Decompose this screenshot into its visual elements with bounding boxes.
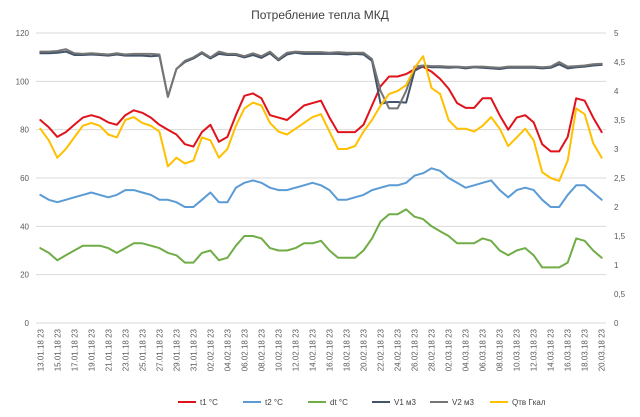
y-left-tick-label: 60 xyxy=(20,174,29,183)
series-line-1 xyxy=(39,167,603,208)
y-left-tick-label: 100 xyxy=(16,77,30,86)
x-tick-label: 27.01.18 23 xyxy=(155,328,164,371)
x-tick-label: 18.02.18 23 xyxy=(343,328,352,371)
legend: t1 °C t2 °C dt °C V1 м3 V2 м3 Qтв Гкал xyxy=(178,398,546,407)
y-right-tick-label: 2,5 xyxy=(614,174,626,183)
x-tick-label: 17.01.18 23 xyxy=(70,328,79,371)
x-tick-label: 16.03.18 23 xyxy=(564,328,573,371)
series-line-3 xyxy=(39,50,603,105)
y-left-tick-label: 80 xyxy=(20,126,29,135)
x-tick-label: 21.01.18 23 xyxy=(104,328,113,371)
x-axis: 13.01.18 23 15.01.18 23 17.01.18 23 19.01.1… xyxy=(36,328,606,371)
x-tick-label: 04.02.18 23 xyxy=(223,328,232,371)
y-left-tick-label: 0 xyxy=(25,319,30,328)
right-y-axis: 0 0,5 1 1,5 2 2,5 3 3,5 4 4,5 5 xyxy=(614,29,626,328)
y-left-tick-label: 20 xyxy=(20,271,29,280)
y-right-tick-label: 1,5 xyxy=(614,232,626,241)
x-tick-label: 28.02.18 23 xyxy=(428,328,437,371)
x-tick-label: 02.02.18 23 xyxy=(206,328,215,371)
chart-title: Потребление тепла МКД xyxy=(251,8,389,22)
x-tick-label: 06.03.18 23 xyxy=(479,328,488,371)
x-tick-label: 18.03.18 23 xyxy=(581,328,590,371)
x-tick-label: 31.01.18 23 xyxy=(189,328,198,371)
x-tick-label: 15.01.18 23 xyxy=(53,328,62,371)
x-tick-label: 08.02.18 23 xyxy=(257,328,266,371)
legend-label: Qтв Гкал xyxy=(512,398,546,407)
x-tick-label: 04.03.18 23 xyxy=(462,328,471,371)
series-line-0 xyxy=(39,65,603,153)
legend-label: dt °C xyxy=(330,398,348,407)
x-tick-label: 20.02.18 23 xyxy=(360,328,369,371)
x-tick-label: 13.01.18 23 xyxy=(36,328,45,371)
y-right-tick-label: 4 xyxy=(614,87,619,96)
x-tick-label: 06.02.18 23 xyxy=(240,328,249,371)
legend-label: t1 °C xyxy=(200,398,218,407)
y-right-tick-label: 0 xyxy=(614,319,619,328)
y-right-tick-label: 0,5 xyxy=(614,290,626,299)
x-tick-label: 08.03.18 23 xyxy=(496,328,505,371)
x-tick-label: 29.01.18 23 xyxy=(172,328,181,371)
x-tick-label: 14.03.18 23 xyxy=(547,328,556,371)
x-tick-label: 16.02.18 23 xyxy=(326,328,335,371)
x-tick-label: 22.02.18 23 xyxy=(377,328,386,371)
x-tick-label: 14.02.18 23 xyxy=(308,328,317,371)
x-tick-label: 25.01.18 23 xyxy=(138,328,147,371)
y-right-tick-label: 4,5 xyxy=(614,58,626,67)
series-line-5 xyxy=(39,55,603,182)
y-right-tick-label: 1 xyxy=(614,261,619,270)
x-tick-label: 26.02.18 23 xyxy=(411,328,420,371)
y-right-tick-label: 3,5 xyxy=(614,116,626,125)
y-right-tick-label: 3 xyxy=(614,145,619,154)
y-right-tick-label: 2 xyxy=(614,203,619,212)
legend-label: t2 °C xyxy=(265,398,283,407)
x-tick-label: 10.02.18 23 xyxy=(274,328,283,371)
x-tick-label: 10.03.18 23 xyxy=(513,328,522,371)
x-tick-label: 12.03.18 23 xyxy=(530,328,539,371)
y-left-tick-label: 120 xyxy=(16,29,30,38)
x-tick-label: 12.02.18 23 xyxy=(291,328,300,371)
left-y-axis: 0 20 40 60 80 100 120 xyxy=(16,29,30,328)
y-left-tick-label: 40 xyxy=(20,222,29,231)
x-tick-label: 24.02.18 23 xyxy=(394,328,403,371)
y-right-tick-label: 5 xyxy=(614,29,619,38)
gridlines xyxy=(36,32,606,324)
x-tick-label: 19.01.18 23 xyxy=(87,328,96,371)
x-tick-label: 20.03.18 23 xyxy=(598,328,607,371)
x-tick-label: 02.03.18 23 xyxy=(445,328,454,371)
legend-label: V1 м3 xyxy=(394,398,417,407)
legend-label: V2 м3 xyxy=(452,398,475,407)
series-line-4 xyxy=(39,48,603,110)
series-line-2 xyxy=(39,208,603,269)
series-lines xyxy=(39,48,603,269)
x-tick-label: 23.01.18 23 xyxy=(121,328,130,371)
